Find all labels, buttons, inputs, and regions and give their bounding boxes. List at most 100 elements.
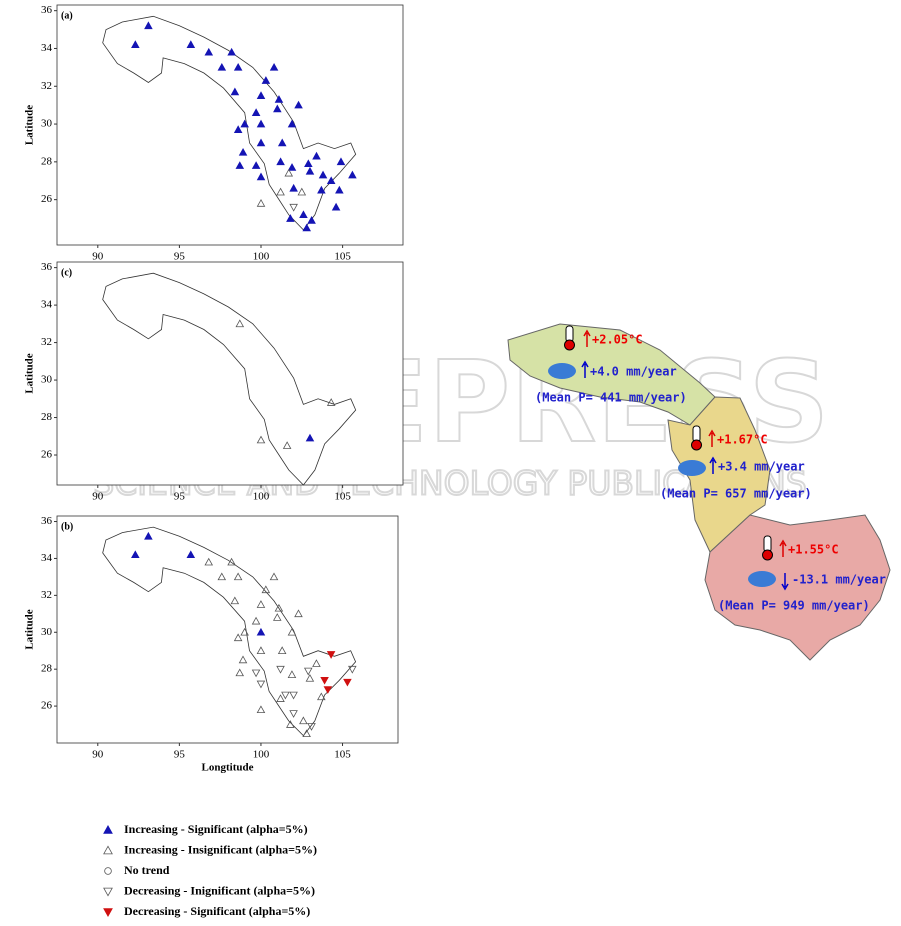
station-marker [230, 87, 240, 96]
station-marker [256, 680, 266, 689]
y-axis-label: Latitude [24, 353, 36, 393]
station-marker [336, 157, 346, 166]
station-marker [144, 21, 153, 30]
station-marker [289, 691, 298, 700]
station-marker [251, 161, 261, 169]
y-tick-label: 30 [41, 118, 53, 130]
cloud-icon [678, 460, 706, 476]
station-marker [302, 223, 311, 232]
station-marker [251, 616, 261, 625]
station-marker [287, 119, 297, 128]
panel-label: (c) [61, 267, 72, 278]
station-marker [318, 170, 328, 179]
mean-precipitation: (Mean P= 949 mm/year) [718, 599, 870, 613]
legend-label: Decreasing - Inignificant (alpha=5%) [124, 883, 315, 897]
station-marker [186, 40, 196, 48]
station-marker [299, 210, 308, 219]
station-marker [269, 572, 279, 581]
station-marker [287, 627, 297, 636]
station-marker [276, 187, 285, 196]
x-axis-label: Longtitude [202, 762, 254, 774]
region-upper [507, 323, 716, 426]
basin-outline [102, 272, 357, 486]
station-marker [227, 47, 236, 56]
mean-precipitation: (Mean P= 441 mm/year) [535, 391, 687, 405]
temperature-trend: +1.67°C [717, 433, 768, 447]
station-marker [335, 185, 344, 194]
temperature-trend: +1.55°C [788, 543, 839, 557]
station-marker [227, 557, 236, 566]
station-marker [282, 441, 292, 449]
thermometer-icon [564, 325, 575, 351]
region-lower [704, 514, 891, 661]
station-marker [304, 159, 313, 168]
y-tick-label: 28 [41, 411, 53, 423]
station-marker [302, 729, 311, 738]
precipitation-trend: +3.4 mm/year [718, 460, 805, 474]
basin-outline [102, 15, 357, 231]
station-marker [235, 161, 245, 169]
y-tick-label: 30 [41, 374, 53, 386]
station-marker [323, 686, 333, 694]
panel-label: (a) [61, 10, 73, 21]
station-marker [256, 705, 266, 714]
legend-label: Increasing - Significant (alpha=5%) [124, 822, 308, 836]
x-tick-label: 90 [92, 251, 104, 263]
station-marker [238, 147, 248, 156]
y-axis-label: Latitude [24, 609, 36, 649]
station-marker [294, 609, 303, 618]
station-marker [331, 202, 341, 211]
station-marker [303, 667, 313, 676]
station-marker [289, 710, 298, 718]
station-marker [230, 596, 240, 605]
y-tick-label: 26 [41, 700, 53, 712]
x-tick-label: 100 [253, 491, 270, 503]
y-tick-label: 32 [41, 589, 52, 601]
station-marker [286, 214, 295, 222]
station-marker [238, 655, 248, 664]
station-marker [261, 76, 271, 84]
station-marker [307, 723, 316, 731]
station-marker [326, 651, 336, 659]
station-marker [251, 669, 261, 678]
y-tick-label: 26 [41, 449, 53, 461]
station-marker [256, 172, 266, 181]
station-marker [233, 62, 243, 71]
station-marker [307, 216, 316, 224]
map-panel: (a) 90 95 100 105 26 28 30 32 34 36 Latitude [24, 4, 404, 263]
station-marker [256, 119, 266, 128]
station-marker [256, 600, 266, 608]
station-marker [284, 168, 294, 177]
x-tick-label: 100 [253, 251, 270, 263]
station-marker [299, 716, 308, 725]
y-axis-label: Latitude [24, 105, 36, 145]
station-marker [186, 550, 196, 559]
station-marker [204, 47, 214, 56]
station-marker [277, 646, 287, 655]
y-tick-label: 36 [41, 261, 53, 273]
station-marker [276, 665, 285, 674]
station-marker [233, 633, 243, 642]
station-marker [261, 585, 271, 594]
x-tick-label: 95 [174, 491, 186, 503]
station-marker [305, 166, 315, 175]
x-tick-label: 90 [92, 491, 104, 503]
legend-marker [103, 908, 113, 918]
y-tick-label: 34 [41, 42, 53, 54]
region-map: +2.05°C +4.0 mm/year (Mean P= 441 mm/yea… [507, 323, 891, 661]
y-tick-label: 26 [41, 193, 53, 205]
legend-marker [103, 887, 113, 897]
station-marker [272, 613, 282, 621]
station-marker [240, 119, 249, 128]
station-marker [312, 151, 321, 160]
station-marker [297, 187, 307, 196]
x-tick-label: 100 [253, 749, 270, 761]
cloud-icon [548, 363, 576, 379]
panel-label: (b) [61, 521, 73, 532]
station-marker [233, 572, 243, 581]
y-tick-label: 34 [41, 552, 53, 564]
x-tick-label: 105 [334, 251, 351, 263]
station-marker [305, 673, 315, 682]
legend-marker [103, 845, 113, 855]
